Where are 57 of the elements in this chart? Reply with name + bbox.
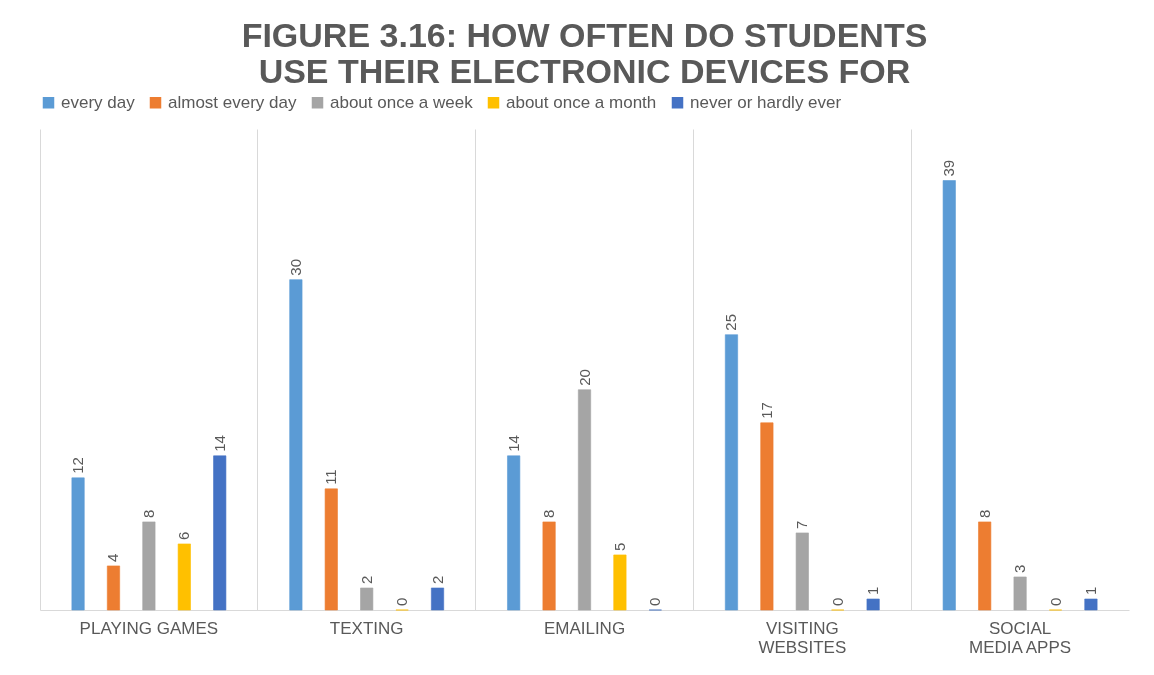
bar (760, 422, 774, 611)
data-label: 8 (540, 509, 558, 518)
data-label: 6 (175, 531, 193, 540)
data-label: 7 (793, 520, 811, 529)
bar (613, 554, 627, 611)
bar (360, 587, 374, 611)
data-label: 1 (864, 586, 882, 595)
legend-label: every day (61, 92, 136, 112)
bar (507, 455, 521, 611)
x-tick-label: PLAYING GAMES (79, 618, 219, 638)
bar (866, 598, 880, 611)
bar (795, 532, 809, 611)
bar (542, 521, 556, 611)
data-label: 20 (575, 369, 593, 386)
data-label: 0 (393, 597, 411, 606)
legend-label: about once a week (330, 92, 474, 112)
data-label: 14 (210, 435, 228, 452)
x-tick-label: SOCIAL MEDIA APPS (969, 618, 1072, 657)
bar (942, 180, 956, 611)
data-label: 2 (428, 575, 446, 584)
data-label: 0 (646, 597, 664, 606)
bar (142, 521, 156, 611)
bar (578, 389, 591, 611)
bar (324, 488, 338, 611)
data-label: 12 (69, 457, 87, 474)
data-label: 8 (139, 509, 157, 518)
chart-title: FIGURE 3.16: HOW OFTEN DO STUDENTS USE THEIR ELECTRONIC DEVICES FOR (241, 16, 928, 90)
data-label: 8 (975, 509, 993, 518)
data-label: 2 (357, 575, 375, 584)
x-tick-label: VISITING WEBSITES (758, 618, 847, 657)
data-label: 1 (1081, 586, 1099, 595)
bar (177, 543, 191, 611)
bar (431, 587, 445, 611)
data-label: 11 (322, 469, 340, 485)
bar (71, 477, 85, 611)
legend-label: about once a month (506, 92, 657, 112)
legend-label: almost every day (168, 92, 297, 112)
x-tick-label: EMAILING (543, 618, 626, 638)
data-label: 0 (828, 597, 846, 606)
legend-label: never or hardly ever (690, 92, 842, 112)
data-label: 39 (940, 159, 958, 177)
data-label: 5 (610, 542, 628, 551)
bar (106, 565, 120, 611)
x-tick-label: TEXTING (329, 618, 404, 638)
data-label: 4 (104, 553, 122, 562)
data-label: 30 (286, 258, 304, 276)
bar (289, 279, 303, 611)
data-label: 3 (1011, 564, 1029, 573)
data-label: 14 (504, 435, 522, 452)
data-label: 25 (722, 314, 740, 331)
bar (1084, 598, 1098, 611)
bar (213, 455, 227, 611)
bar (978, 521, 992, 611)
data-label: 0 (1046, 597, 1064, 606)
bar (724, 334, 738, 611)
bar (1013, 576, 1027, 611)
data-label: 17 (757, 402, 775, 419)
